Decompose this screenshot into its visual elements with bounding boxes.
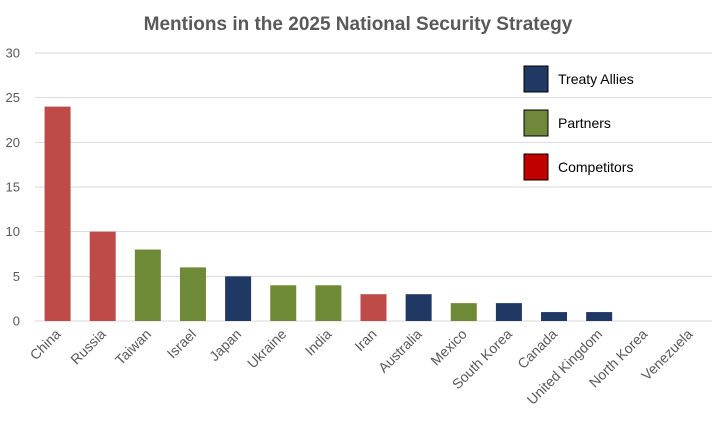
y-tick-label: 20 [6,135,20,150]
legend-swatch-competitors [523,153,549,181]
y-tick-label: 25 [6,90,20,105]
bar-china [44,106,71,321]
bar-ukraine [270,285,297,321]
bar-india [315,285,342,321]
legend-swatch-treaty-allies [523,65,549,93]
legend-label: Partners [558,115,611,131]
legend: Treaty Allies Partners Competitors [523,65,634,181]
legend-label: Treaty Allies [558,71,634,87]
legend-label: Competitors [558,159,633,175]
y-tick-label: 10 [6,224,20,239]
y-axis-ticks: 0 5 10 15 20 25 30 [6,46,20,329]
bar-japan [225,276,252,321]
bars [44,106,613,321]
bar-south-korea [495,303,522,321]
legend-swatch-partners [523,109,549,137]
bar-canada [541,312,568,321]
bar-israel [179,267,206,321]
y-tick-label: 0 [13,314,20,329]
y-tick-label: 5 [13,269,20,284]
bar-united-kingdom [586,312,613,321]
y-tick-label: 30 [6,46,20,61]
bar-mexico [450,303,477,321]
chart-title: Mentions in the 2025 National Security S… [144,14,573,35]
bar-russia [89,231,116,321]
bar-taiwan [134,249,161,321]
y-tick-label: 15 [6,180,20,195]
bar-iran [360,294,387,321]
bar-australia [405,294,432,321]
